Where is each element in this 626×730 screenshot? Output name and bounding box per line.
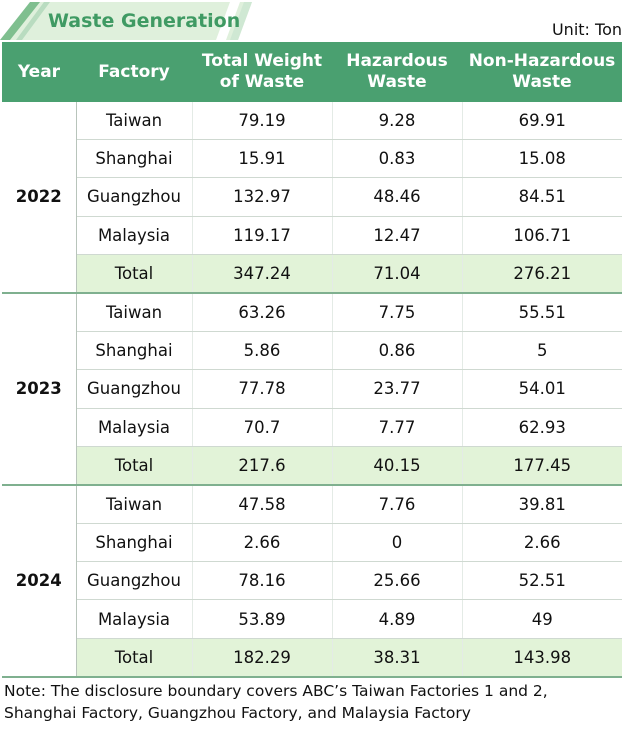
- factory-cell: Total: [76, 446, 192, 486]
- table-row: Guangzhou 77.78 23.77 54.01: [2, 369, 622, 409]
- value-cell: 4.89: [331, 599, 462, 639]
- value-cell: 7.75: [331, 292, 462, 333]
- value-cell: 0: [331, 523, 462, 563]
- value-cell: 77.78: [191, 369, 332, 409]
- waste-table: Year Factory Total Weight of Waste Hazardous…: [2, 42, 622, 678]
- table-row: Guangzhou 132.97 48.46 84.51: [2, 177, 622, 217]
- table-row: Shanghai 5.86 0.86 5: [2, 331, 622, 371]
- header-text: Year: [17, 61, 61, 82]
- value-cell: 217.6: [191, 446, 332, 486]
- factory-cell: Taiwan: [76, 292, 192, 333]
- factory-cell: Total: [76, 638, 192, 678]
- value-cell: 5: [461, 331, 622, 371]
- table-row: 2022 Taiwan 79.19 9.28 69.91: [2, 102, 622, 294]
- table-title: Waste Generation: [48, 10, 241, 32]
- value-cell: 69.91: [461, 102, 622, 141]
- table-row: Malaysia 53.89 4.89 49: [2, 599, 622, 639]
- value-cell: 2.66: [461, 523, 622, 563]
- header-text: Hazardous: [346, 51, 448, 71]
- value-cell: 53.89: [191, 599, 332, 639]
- value-cell: 182.29: [191, 638, 332, 678]
- value-cell: 177.45: [461, 446, 622, 486]
- value-cell: 62.93: [461, 408, 622, 447]
- year-cell: 2024: [2, 484, 77, 678]
- table-row: 2024 Taiwan 47.58 7.76 39.81: [2, 484, 622, 678]
- column-header: Non-Hazardous Waste: [462, 42, 622, 102]
- factory-cell: Taiwan: [76, 484, 192, 525]
- factory-cell: Shanghai: [76, 139, 192, 179]
- value-cell: 63.26: [191, 292, 332, 333]
- value-cell: 0.83: [331, 139, 462, 179]
- header-text: of Waste: [219, 72, 305, 92]
- value-cell: 276.21: [461, 254, 622, 294]
- value-cell: 39.81: [461, 484, 622, 525]
- value-cell: 70.7: [191, 408, 332, 447]
- value-cell: 78.16: [191, 561, 332, 601]
- column-header: Total Weight of Waste: [192, 42, 332, 102]
- header-row: Year Factory Total Weight of Waste Hazardous…: [2, 42, 622, 102]
- factory-cell: Guangzhou: [76, 177, 192, 217]
- header-text: Waste: [512, 72, 572, 92]
- value-cell: 106.71: [461, 216, 622, 255]
- factory-cell: Total: [76, 254, 192, 294]
- header-text: Factory: [98, 61, 170, 82]
- value-cell: 2.66: [191, 523, 332, 563]
- value-cell: 15.08: [461, 139, 622, 179]
- unit-label: Unit: Ton: [551, 20, 622, 39]
- table-row: Malaysia 119.17 12.47 106.71: [2, 216, 622, 255]
- value-cell: 52.51: [461, 561, 622, 601]
- factory-cell: Malaysia: [76, 216, 192, 255]
- year-cell: 2023: [2, 292, 77, 486]
- table-row: Guangzhou 78.16 25.66 52.51: [2, 561, 622, 601]
- value-cell: 71.04: [331, 254, 462, 294]
- column-header: Factory: [76, 42, 192, 102]
- column-header: Year: [2, 42, 76, 102]
- value-cell: 347.24: [191, 254, 332, 294]
- table-row: Total 217.6 40.15 177.45: [2, 446, 622, 486]
- table-row: Shanghai 2.66 0 2.66: [2, 523, 622, 563]
- table-row: Total 182.29 38.31 143.98: [2, 638, 622, 678]
- value-cell: 0.86: [331, 331, 462, 371]
- value-cell: 48.46: [331, 177, 462, 217]
- value-cell: 23.77: [331, 369, 462, 409]
- factory-cell: Shanghai: [76, 523, 192, 563]
- table-row: Shanghai 15.91 0.83 15.08: [2, 139, 622, 179]
- header-text: Non-Hazardous: [468, 51, 616, 71]
- value-cell: 79.19: [191, 102, 332, 141]
- value-cell: 84.51: [461, 177, 622, 217]
- factory-cell: Malaysia: [76, 408, 192, 447]
- value-cell: 40.15: [331, 446, 462, 486]
- factory-cell: Shanghai: [76, 331, 192, 371]
- table-row: Total 347.24 71.04 276.21: [2, 254, 622, 294]
- value-cell: 7.77: [331, 408, 462, 447]
- factory-cell: Guangzhou: [76, 561, 192, 601]
- value-cell: 143.98: [461, 638, 622, 678]
- table-row: Malaysia 70.7 7.77 62.93: [2, 408, 622, 447]
- value-cell: 49: [461, 599, 622, 639]
- value-cell: 15.91: [191, 139, 332, 179]
- value-cell: 55.51: [461, 292, 622, 333]
- column-header: Hazardous Waste: [332, 42, 462, 102]
- factory-cell: Malaysia: [76, 599, 192, 639]
- value-cell: 47.58: [191, 484, 332, 525]
- footnote: Note: The disclosure boundary covers ABC…: [4, 682, 548, 722]
- value-cell: 132.97: [191, 177, 332, 217]
- value-cell: 119.17: [191, 216, 332, 255]
- value-cell: 12.47: [331, 216, 462, 255]
- header-text: Total Weight: [201, 51, 323, 71]
- value-cell: 7.76: [331, 484, 462, 525]
- factory-cell: Guangzhou: [76, 369, 192, 409]
- header-text: Waste: [367, 72, 427, 92]
- value-cell: 9.28: [331, 102, 462, 141]
- year-cell: 2022: [2, 102, 77, 294]
- value-cell: 54.01: [461, 369, 622, 409]
- value-cell: 25.66: [331, 561, 462, 601]
- factory-cell: Taiwan: [76, 102, 192, 141]
- value-cell: 5.86: [191, 331, 332, 371]
- title-tab: [0, 2, 252, 40]
- value-cell: 38.31: [331, 638, 462, 678]
- table-row: 2023 Taiwan 63.26 7.75 55.51: [2, 292, 622, 486]
